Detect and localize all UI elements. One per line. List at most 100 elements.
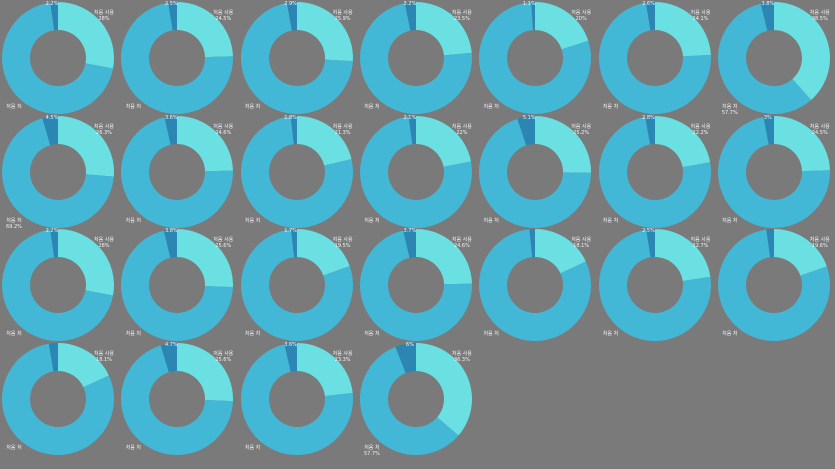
slice-label-first-use-line: 처음 사용 bbox=[213, 350, 234, 357]
slice-label-first-use-line: 처음 사용 bbox=[332, 350, 353, 357]
slice-label-other: 2.5% bbox=[629, 228, 669, 234]
donut-slice-other bbox=[160, 342, 178, 372]
donut-slice-first-use bbox=[415, 342, 472, 436]
slice-label-other-line: 4.5% bbox=[45, 114, 59, 121]
slice-label-first-use-line: 처음 사용 bbox=[94, 123, 114, 130]
slice-label-other: 2.2% bbox=[32, 1, 72, 7]
slice-label-first-use-line: 처음 사용 bbox=[809, 10, 830, 16]
slice-label-main-line: 처음 처 bbox=[364, 444, 380, 451]
donut-svg bbox=[121, 115, 234, 228]
donut-chart: 처음 사용 22.2% 2.8% 처음 처 bbox=[597, 114, 716, 228]
donut-slice-first-use bbox=[415, 2, 472, 56]
donut-slice-main bbox=[359, 3, 472, 114]
slice-label-main-line: 처음 처 bbox=[6, 104, 22, 110]
slice-label-main: 처음 처 bbox=[239, 331, 273, 337]
slice-label-main: 처음 처 bbox=[358, 331, 392, 337]
donut-slice-main bbox=[598, 229, 711, 341]
slice-label-main: 처음 처 bbox=[716, 331, 750, 337]
donut-slice-other bbox=[164, 115, 178, 145]
donut-slice-first-use bbox=[58, 342, 109, 387]
donut-slice-main bbox=[717, 3, 811, 114]
slice-label-other: 2.5% bbox=[151, 1, 191, 7]
slice-label-first-use: 처음 사용 24.1% bbox=[681, 10, 716, 22]
slice-label-first-use: 처음 사용 23.5% bbox=[442, 10, 477, 22]
slice-label-first-use: 처음 사용 24.5% bbox=[203, 10, 238, 22]
donut-slice-other bbox=[395, 342, 416, 373]
donut-chart: 처음 사용 23.3% 3.6% 처음 처 bbox=[239, 341, 358, 455]
donut-chart: 처음 사용 26.3% 4.5% 처음 처 69.2% bbox=[0, 114, 119, 228]
donut-slice-other bbox=[164, 229, 178, 258]
slice-label-first-use-line: 24.5% bbox=[811, 129, 828, 136]
donut-slice-first-use bbox=[177, 115, 234, 171]
slice-label-first-use: 처음 사용 36.3% bbox=[442, 351, 477, 363]
slice-label-main: 처음 처 bbox=[0, 331, 34, 337]
slice-label-other-line: 3% bbox=[763, 114, 772, 121]
donut-slice-main bbox=[2, 229, 114, 341]
slice-label-first-use-line: 처음 사용 bbox=[571, 10, 592, 16]
donut-slice-main bbox=[479, 118, 592, 228]
donut-chart: 처음 사용 24.6% 3.7% 처음 처 bbox=[358, 227, 477, 341]
slice-label-first-use: 처음 사용 25.9% bbox=[323, 10, 358, 22]
slice-label-first-use: 처음 사용 19.6% bbox=[800, 237, 835, 249]
slice-label-first-use: 처음 사용 20% bbox=[561, 10, 596, 22]
donut-slice-first-use bbox=[58, 229, 115, 296]
donut-chart: 처음 사용 25.6% 3.8% 처음 처 bbox=[119, 227, 238, 341]
donut-chart: 처음 사용 21.3% 1.8% 처음 처 bbox=[239, 114, 358, 228]
donut-slice-other bbox=[402, 229, 416, 258]
slice-label-other-line: 2.5% bbox=[642, 228, 655, 234]
slice-label-first-use-line: 26.3% bbox=[96, 129, 112, 136]
donut-svg bbox=[240, 2, 353, 114]
slice-label-other: 3.6% bbox=[151, 115, 191, 121]
donut-slice-other bbox=[48, 342, 58, 371]
donut-svg bbox=[2, 2, 115, 114]
donut-slice-other bbox=[290, 115, 297, 144]
slice-label-first-use-line: 처음 사용 bbox=[809, 237, 830, 243]
slice-label-main: 처음 처 bbox=[0, 104, 34, 110]
donut-chart: 처음 사용 24.6% 3.6% 처음 처 bbox=[119, 114, 238, 228]
donut-slice-main bbox=[2, 343, 114, 455]
donut-slice-other bbox=[517, 115, 536, 145]
slice-label-first-use-line: 25.9% bbox=[334, 16, 351, 22]
donut-slice-main bbox=[479, 229, 592, 341]
slice-label-other: 2.8% bbox=[629, 115, 669, 121]
slice-label-main: 처음 처 bbox=[119, 218, 153, 224]
slice-label-other: 4.7% bbox=[151, 342, 191, 348]
slice-label-first-use-line: 처음 사용 bbox=[94, 237, 114, 243]
donut-slice-first-use bbox=[415, 229, 472, 285]
slice-label-first-use-line: 24.1% bbox=[692, 16, 709, 22]
donut-svg bbox=[598, 115, 711, 228]
slice-label-first-use-line: 23.5% bbox=[453, 16, 470, 22]
slice-label-first-use: 처음 사용 22.2% bbox=[681, 124, 716, 136]
slice-label-first-use-line: 25.6% bbox=[215, 243, 232, 249]
slice-label-other: 2.6% bbox=[629, 1, 669, 7]
donut-slice-other bbox=[408, 115, 416, 144]
slice-label-main-line: 처음 처 bbox=[364, 217, 380, 224]
slice-label-first-use-line: 처음 사용 bbox=[451, 237, 472, 243]
slice-label-other: 4.5% bbox=[32, 115, 72, 121]
donut-svg bbox=[717, 115, 830, 228]
slice-label-first-use-line: 처음 사용 bbox=[451, 123, 472, 130]
slice-label-first-use-line: 18.1% bbox=[573, 243, 590, 249]
slice-label-other-line: 1.1% bbox=[522, 1, 536, 7]
donut-slice-other bbox=[766, 229, 774, 258]
slice-label-main-line: 처음 처 bbox=[125, 444, 141, 451]
donut-slice-first-use bbox=[296, 342, 353, 396]
donut-slice-main bbox=[121, 230, 234, 341]
slice-label-first-use-line: 처음 사용 bbox=[571, 123, 592, 130]
slice-label-main: 처음 처 69.2% bbox=[0, 218, 34, 228]
donut-slice-main bbox=[717, 116, 830, 228]
donut-svg bbox=[121, 2, 234, 114]
slice-label-other: 3.2% bbox=[390, 1, 430, 7]
slice-label-first-use-line: 처음 사용 bbox=[332, 123, 353, 130]
slice-label-main: 처음 처 bbox=[239, 445, 273, 451]
slice-label-first-use: 처음 사용 25.6% bbox=[203, 237, 238, 249]
slice-label-first-use-line: 22.2% bbox=[692, 129, 709, 136]
donut-slice-main bbox=[359, 115, 472, 228]
donut-chart: 처음 사용 18.1% 처음 처 bbox=[0, 341, 119, 455]
donut-svg bbox=[359, 229, 472, 341]
donut-svg bbox=[240, 229, 353, 341]
slice-label-first-use-line: 처음 사용 bbox=[690, 123, 711, 130]
slice-label-first-use: 처음 사용 28% bbox=[84, 237, 119, 249]
donut-svg bbox=[359, 115, 472, 228]
donut-svg bbox=[717, 2, 830, 114]
